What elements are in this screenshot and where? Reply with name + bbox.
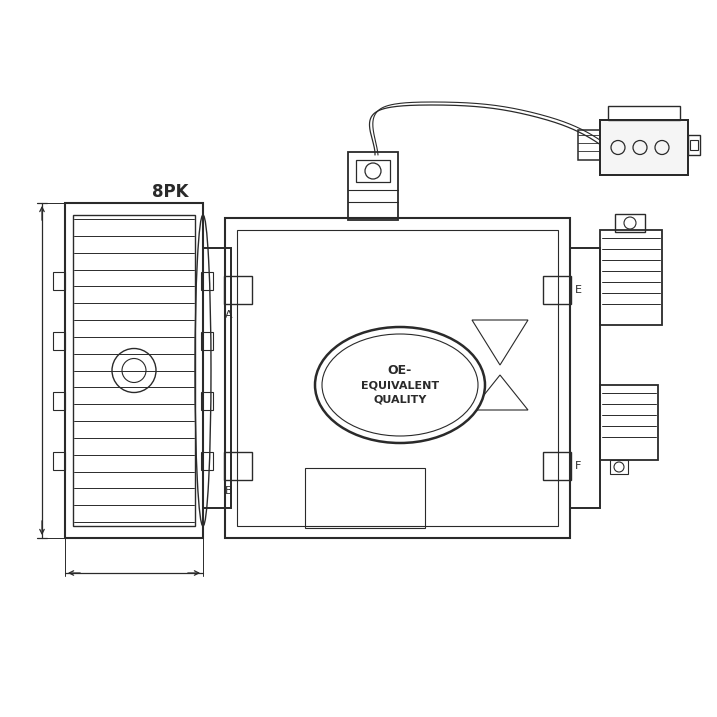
Text: F: F [575,461,581,471]
Bar [53,391,65,409]
Bar [201,391,213,409]
Bar [53,452,65,470]
Bar [610,460,628,474]
Bar [690,140,698,150]
Text: EQUIVALENT: EQUIVALENT [361,381,439,391]
Bar [600,120,688,175]
Bar [348,152,398,220]
Text: B: B [225,486,232,496]
Bar [237,230,558,526]
Bar [201,452,213,470]
Text: A: A [225,310,232,320]
Text: OE-: OE- [388,364,412,377]
Bar [201,331,213,349]
Bar [224,452,252,480]
Ellipse shape [315,327,485,443]
Bar [600,230,662,325]
Bar [600,385,658,460]
Bar [225,218,570,538]
Bar [570,248,600,508]
Bar [543,452,571,480]
Bar [73,215,195,526]
Bar [201,272,213,290]
Bar [356,160,390,182]
Bar [53,272,65,290]
Bar [688,135,700,155]
Text: E: E [575,285,582,295]
Text: 8PK: 8PK [152,183,189,201]
Bar [608,106,680,120]
Bar [600,120,688,175]
Bar [53,331,65,349]
Bar [615,214,645,232]
Bar [203,248,231,508]
Bar [305,468,425,528]
Bar [543,276,571,304]
Bar [578,130,600,160]
Text: QUALITY: QUALITY [374,395,427,405]
Bar [224,276,252,304]
Bar [65,203,203,538]
